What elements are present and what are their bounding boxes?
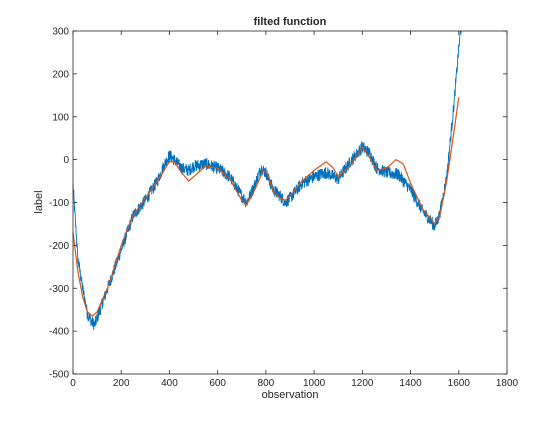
y-tick-label: -500: [49, 370, 69, 381]
x-tick-label: 600: [209, 378, 226, 389]
y-tick-label: 200: [52, 69, 69, 80]
x-tick-label: 200: [113, 378, 130, 389]
y-axis-label: label: [33, 190, 45, 213]
y-tick-label: 300: [52, 27, 69, 38]
chart-title: filted function: [254, 16, 327, 28]
x-tick-label: 0: [70, 378, 76, 389]
x-tick-label: 1600: [448, 378, 471, 389]
y-tick-label: 100: [52, 112, 69, 123]
y-tick-label: 0: [63, 155, 69, 166]
x-tick-label: 1200: [351, 378, 374, 389]
y-tick-label: -200: [49, 241, 69, 252]
x-axis-label: observation: [262, 389, 319, 401]
x-tick-label: 1400: [399, 378, 422, 389]
y-tick-label: -100: [49, 198, 69, 209]
y-tick-label: -400: [49, 327, 69, 338]
x-tick-label: 800: [258, 378, 275, 389]
x-tick-label: 1800: [496, 378, 519, 389]
x-tick-label: 400: [161, 378, 178, 389]
x-tick-label: 1000: [303, 378, 326, 389]
y-tick-label: -300: [49, 284, 69, 295]
